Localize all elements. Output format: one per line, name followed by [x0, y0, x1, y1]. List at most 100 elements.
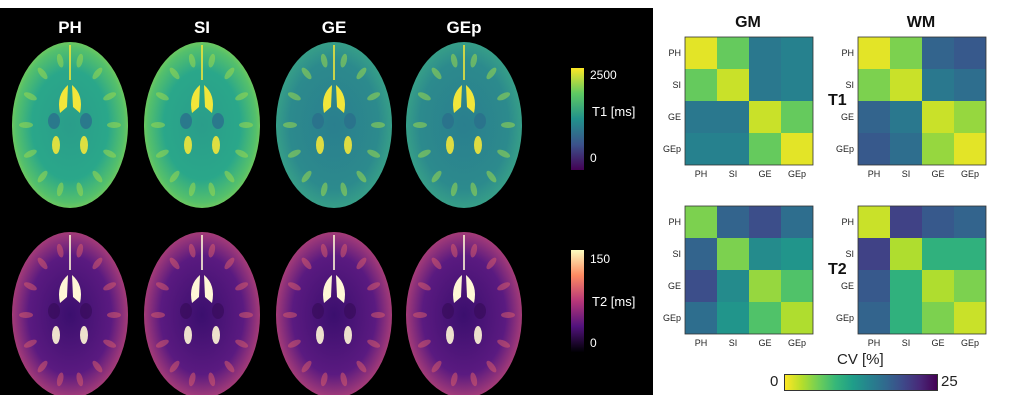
heatmap-cell	[954, 133, 986, 165]
heatmap-cell	[685, 270, 717, 302]
heatmap-cell	[781, 133, 813, 165]
heatmap-y-tick: GE	[841, 112, 854, 122]
heatmap-y-tick: PH	[668, 217, 681, 227]
brain-map-t1-ph	[12, 42, 128, 208]
brain-map-t2-gep	[406, 232, 522, 395]
heatmap-cell	[858, 238, 890, 270]
heatmap-x-tick: SI	[902, 169, 911, 179]
column-title-ph: PH	[58, 18, 82, 37]
heatmap-y-tick: SI	[672, 80, 681, 90]
heatmap-y-tick: GEp	[663, 144, 681, 154]
heatmap-wm-t1: PH PH SI SI GE GE GEp GEp	[836, 36, 987, 179]
heatmap-cell	[922, 206, 954, 238]
heatmap-cell	[890, 238, 922, 270]
brain-map-t1-si	[144, 42, 260, 208]
t1-colorbar-min: 0	[590, 151, 597, 165]
heatmap-x-tick: GE	[931, 169, 944, 179]
heatmap-cell	[890, 37, 922, 69]
heatmap-cell	[781, 69, 813, 101]
heatmap-y-tick: GEp	[836, 313, 854, 323]
heatmap-x-tick: PH	[695, 338, 708, 348]
heatmap-cell	[717, 302, 749, 334]
heatmap-cell	[954, 238, 986, 270]
heatmap-gm-t1: PH PH SI SI GE GE GEp GEp	[663, 36, 814, 179]
cv-colorbar-min: 0	[770, 373, 779, 390]
heatmap-cell	[685, 37, 717, 69]
heatmap-cell	[858, 133, 890, 165]
t1-colorbar	[571, 68, 584, 170]
heatmap-cell	[922, 133, 954, 165]
cv-heatmaps-panel: GM WM T1 T2 PH PH SI SI GE GE GEp GEp PH PH SI SI GE…	[653, 0, 1024, 409]
brain-map-t2-ph	[12, 232, 128, 395]
heatmap-cell	[717, 238, 749, 270]
heatmap-y-tick: GE	[841, 281, 854, 291]
t2-colorbar-max: 150	[590, 252, 611, 266]
heatmap-cell	[890, 101, 922, 133]
heatmap-y-tick: GEp	[836, 144, 854, 154]
column-title-ge: GE	[321, 18, 347, 37]
heatmap-cell	[781, 238, 813, 270]
heatmap-cell	[890, 69, 922, 101]
heatmap-cell	[890, 270, 922, 302]
heatmap-cell	[922, 101, 954, 133]
brain-images	[12, 42, 522, 395]
heatmap-cell	[749, 101, 781, 133]
heatmap-cell	[890, 206, 922, 238]
t1-colorbar-max: 2500	[590, 68, 617, 82]
heatmap-y-tick: GE	[668, 281, 681, 291]
heatmap-cell	[890, 133, 922, 165]
heatmap-cell	[749, 69, 781, 101]
heatmap-cell	[717, 37, 749, 69]
heatmap-cell	[685, 133, 717, 165]
t2-colorbar	[571, 250, 584, 352]
heatmap-x-tick: PH	[868, 169, 881, 179]
cv-colorbar-title: CV [%]	[837, 351, 884, 368]
brain-map-t1-ge	[276, 42, 392, 208]
heatmap-cell	[858, 69, 890, 101]
brain-map-t1-gep	[406, 42, 522, 208]
heatmap-cell	[685, 206, 717, 238]
heatmap-cell	[954, 302, 986, 334]
heatmap-cell	[922, 270, 954, 302]
brain-map-t2-si	[144, 232, 260, 395]
heatmap-x-tick: GEp	[788, 169, 806, 179]
heatmap-cell	[749, 238, 781, 270]
heatmap-cell	[954, 270, 986, 302]
heatmap-cell	[954, 101, 986, 133]
heatmap-cell	[781, 302, 813, 334]
heatmap-cell	[717, 270, 749, 302]
heatmap-cell	[685, 101, 717, 133]
heatmap-cell	[749, 37, 781, 69]
heatmap-x-tick: GE	[758, 338, 771, 348]
t2-colorbar-min: 0	[590, 336, 597, 350]
heatmap-cell	[954, 206, 986, 238]
heatmap-cell	[749, 206, 781, 238]
heatmap-x-tick: SI	[729, 169, 738, 179]
heatmap-cell	[781, 37, 813, 69]
heatmap-cell	[717, 69, 749, 101]
heatmap-cell	[890, 302, 922, 334]
heatmap-cell	[781, 206, 813, 238]
heatmap-cell	[922, 69, 954, 101]
heatmap-cell	[749, 270, 781, 302]
heatmap-y-tick: GEp	[663, 313, 681, 323]
heatmap-cell	[781, 270, 813, 302]
heatmap-cell	[717, 133, 749, 165]
heatmap-y-tick: PH	[841, 217, 854, 227]
heatmap-cell	[954, 37, 986, 69]
heatmap-cell	[685, 302, 717, 334]
heatmap-cell	[858, 101, 890, 133]
heatmap-x-tick: GE	[931, 338, 944, 348]
heatmap-x-tick: PH	[868, 338, 881, 348]
heatmap-x-tick: GEp	[961, 169, 979, 179]
heatmap-x-tick: SI	[729, 338, 738, 348]
heatmap-y-tick: PH	[668, 48, 681, 58]
column-title-si: SI	[193, 18, 211, 37]
heatmap-y-tick: SI	[672, 249, 681, 259]
heatmap-x-tick: GE	[758, 169, 771, 179]
heatmap-cell	[685, 238, 717, 270]
heatmap-col-title-wm: WM	[906, 14, 936, 31]
heatmap-y-tick: SI	[845, 80, 854, 90]
brain-maps-panel: PH SI GE GEp 2500 T1 [ms]	[0, 8, 653, 395]
heatmap-x-tick: PH	[695, 169, 708, 179]
